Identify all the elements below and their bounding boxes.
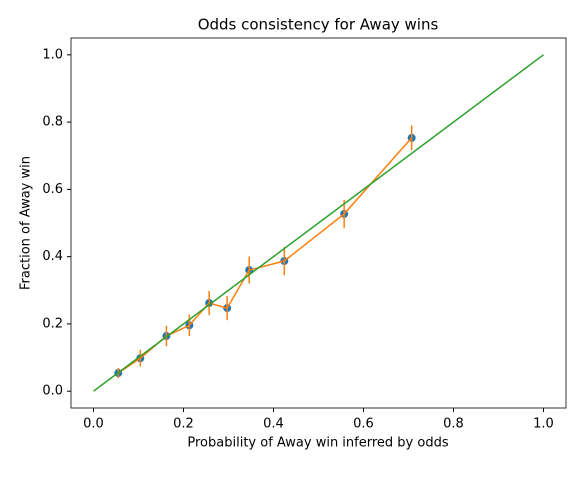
line: [93, 54, 544, 392]
y-tick-label: 0.6: [42, 182, 63, 197]
x-tick-label: 0.0: [83, 417, 104, 432]
y-tick-label: 0.0: [42, 384, 63, 399]
x-tick-label: 0.2: [173, 417, 194, 432]
y-tick-label: 1.0: [42, 47, 63, 62]
chart-title: Odds consistency for Away wins: [198, 16, 439, 34]
x-axis-label: Probability of Away win inferred by odds: [187, 436, 448, 451]
plot-frame: [70, 37, 567, 409]
y-axis-label: Fraction of Away win: [19, 156, 34, 290]
x-tick-label: 1.0: [533, 417, 554, 432]
x-tick-label: 0.4: [263, 417, 284, 432]
y-tick-label: 0.4: [42, 249, 63, 264]
x-tick-label: 0.8: [443, 417, 464, 432]
y-tick-label: 0.2: [42, 316, 63, 331]
errorbar-line: [117, 137, 413, 374]
x-tick-label: 0.6: [353, 417, 374, 432]
y-tick-label: 0.8: [42, 115, 63, 130]
